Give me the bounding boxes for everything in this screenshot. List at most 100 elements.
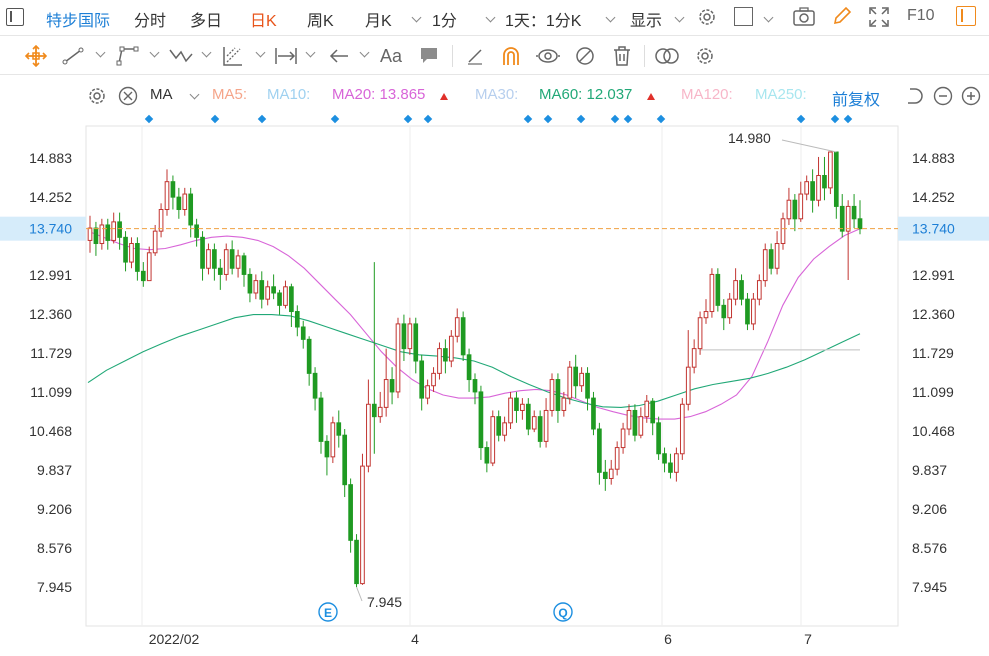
square-icon[interactable] (734, 7, 753, 26)
candle-body (235, 255, 241, 269)
hide-icon[interactable] (574, 45, 596, 67)
chevron-down-icon[interactable] (305, 47, 316, 58)
chevron-down-icon[interactable] (189, 89, 200, 100)
y-tick-label-left: 9.206 (37, 501, 72, 517)
pencil-icon[interactable] (832, 6, 852, 26)
display-menu[interactable]: 显示 (630, 13, 663, 30)
candle (478, 385, 484, 460)
ma5-value: MA5: (212, 86, 248, 103)
candle-body (188, 193, 194, 226)
period-tab-zhouk[interactable]: 周K (307, 13, 334, 30)
brush-icon[interactable] (466, 46, 486, 66)
drawing-toolbar: Aa (0, 37, 989, 75)
candle-body (318, 397, 324, 442)
candle (745, 292, 750, 331)
candle (170, 175, 176, 210)
candle-body (573, 366, 579, 387)
chevron-down-icon[interactable] (201, 47, 212, 58)
chevron-down-icon[interactable] (149, 47, 160, 58)
chevron-down-icon[interactable] (255, 47, 266, 58)
magnet-icon[interactable] (500, 45, 522, 67)
adjust-mode-button[interactable]: 前复权 (832, 92, 881, 109)
chevron-down-icon[interactable] (411, 12, 422, 23)
stock-name[interactable]: 特步国际 (46, 13, 111, 30)
f10-button[interactable]: F10 (907, 7, 935, 24)
event-badge-label: E (324, 606, 332, 620)
chevron-down-icon[interactable] (95, 47, 106, 58)
candle (253, 274, 259, 300)
candle-body (105, 224, 111, 241)
zoom-in-icon[interactable] (960, 85, 982, 107)
move-icon[interactable] (24, 45, 48, 67)
candle (164, 169, 170, 216)
period-tab-rik[interactable]: 日K (250, 13, 277, 30)
candle (727, 292, 733, 324)
arrow-left-icon[interactable] (328, 47, 350, 65)
chevron-down-icon[interactable] (485, 12, 496, 23)
eye-link-icon[interactable] (536, 45, 560, 67)
interval-select[interactable]: 1分 (432, 13, 457, 30)
y-tick-label-right: 11.729 (912, 345, 954, 361)
event-badge[interactable]: Q (553, 602, 573, 622)
period-tab-fenshi[interactable]: 分时 (134, 13, 167, 30)
chevron-down-icon[interactable] (359, 47, 370, 58)
candle (158, 203, 164, 238)
candle (371, 262, 377, 454)
candle-body (703, 311, 709, 319)
candle (466, 348, 472, 392)
range-tool-icon[interactable] (274, 46, 298, 66)
candle (804, 175, 810, 201)
period-tab-yuek[interactable]: 月K (365, 13, 392, 30)
chevron-down-icon[interactable] (674, 12, 685, 23)
candle (217, 258, 223, 290)
chevron-down-icon[interactable] (605, 12, 616, 23)
line-tool-icon[interactable] (62, 47, 84, 65)
indicator-gear-icon[interactable] (86, 85, 108, 107)
candle-body (336, 422, 342, 436)
close-icon[interactable] (117, 85, 139, 107)
fullscreen-icon[interactable] (868, 6, 890, 28)
channel-tool-icon[interactable] (222, 45, 244, 67)
candle (632, 404, 638, 442)
candle-body (87, 227, 93, 241)
compare-icon[interactable] (654, 46, 680, 66)
candle (407, 317, 413, 355)
event-badge[interactable]: E (318, 602, 338, 622)
wave-tool-icon[interactable] (168, 46, 194, 66)
interval2-select[interactable]: 1天：1分K (505, 13, 582, 30)
candle (348, 478, 353, 553)
candlestick-chart[interactable]: 14.883 14.883 14.252 14.252 12.991 12.991 12.3… (0, 112, 989, 656)
y-tick-label-right: 8.576 (912, 540, 947, 556)
candle-body (413, 323, 419, 362)
comment-icon[interactable] (418, 46, 440, 66)
candle (715, 268, 721, 312)
camera-icon[interactable] (792, 7, 816, 27)
candle (620, 422, 626, 454)
period-tab-duori[interactable]: 多日 (190, 13, 223, 30)
candle (739, 274, 744, 306)
ma-selector[interactable]: MA (150, 86, 173, 103)
gear-icon[interactable] (696, 6, 718, 28)
candle-body (585, 372, 590, 399)
panel-toggle-icon[interactable] (956, 6, 976, 26)
sidebar-toggle-icon[interactable] (6, 8, 24, 26)
candle (318, 391, 324, 454)
ma60-value: MA60: 12.037 (539, 86, 633, 103)
ma20-value: MA20: 13.865 (332, 86, 426, 103)
x-tick-label: 6 (664, 631, 672, 647)
polyline-tool-icon[interactable] (116, 46, 140, 66)
candle-body (140, 270, 146, 282)
text-tool-icon[interactable]: Aa (380, 45, 406, 65)
x-tick-label: 7 (804, 631, 812, 647)
settings-icon[interactable] (694, 45, 716, 67)
trash-icon[interactable] (612, 45, 632, 67)
chevron-down-icon[interactable] (763, 12, 774, 23)
y-tick-label-left: 12.360 (29, 306, 72, 322)
candle (200, 231, 205, 281)
candle-body (289, 286, 294, 313)
candle-body (271, 286, 276, 294)
candle-body (330, 422, 336, 458)
zoom-out-icon[interactable] (932, 85, 954, 107)
candle-body (656, 422, 661, 455)
undo-icon[interactable] (904, 86, 924, 106)
